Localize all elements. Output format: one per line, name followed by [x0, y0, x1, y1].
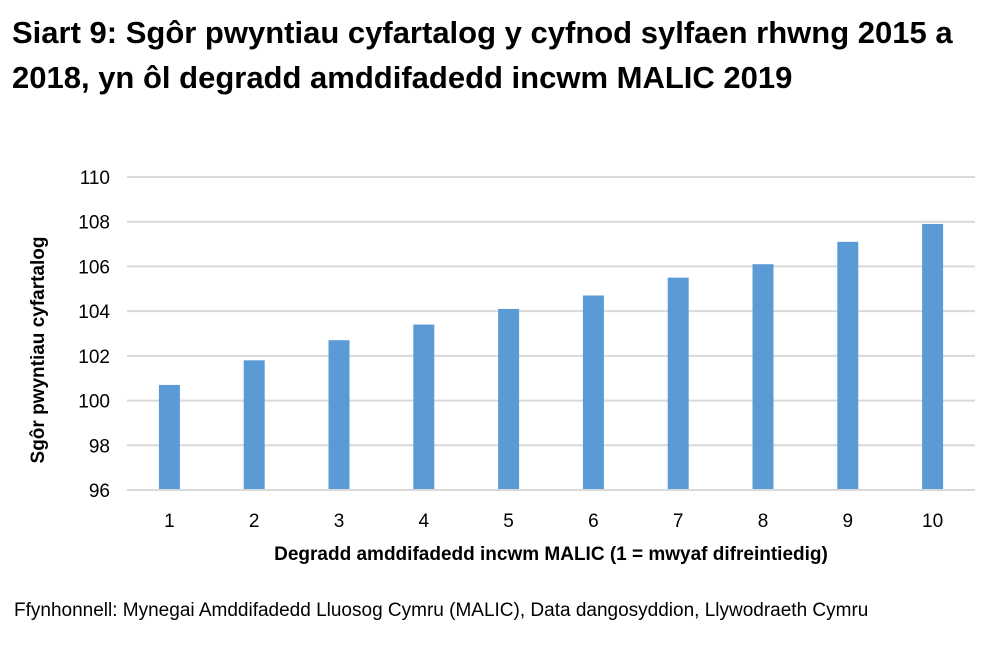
bar: [837, 241, 859, 489]
bar: [752, 264, 774, 489]
x-tick-label: 7: [673, 511, 684, 532]
x-tick-label: 4: [419, 511, 430, 532]
bar: [667, 277, 689, 489]
bar: [922, 223, 944, 489]
bar: [498, 308, 520, 489]
x-tick-label: 5: [503, 511, 514, 532]
y-axis-label: Sgôr pwyntiau cyfartalog: [28, 237, 49, 464]
x-tick-label: 8: [758, 511, 769, 532]
y-tick-label: 100: [78, 392, 110, 413]
bar: [413, 324, 435, 489]
x-tick-label: 2: [249, 511, 260, 532]
x-tick-label: 1: [164, 511, 175, 532]
y-tick-label: 98: [89, 436, 110, 457]
source-note: Ffynhonnell: Mynegai Amddifadedd Lluosog…: [14, 600, 869, 621]
y-tick-label: 102: [78, 347, 110, 368]
bar: [158, 384, 180, 489]
x-axis-label: Degradd amddifadedd incwm MALIC (1 = mwy…: [274, 544, 828, 565]
y-tick-label: 104: [78, 302, 110, 323]
x-tick-label: 9: [843, 511, 854, 532]
chart-title: Siart 9: Sgôr pwyntiau cyfartalog y cyfn…: [12, 15, 953, 95]
y-tick-label: 110: [80, 168, 110, 189]
x-tick-label: 6: [588, 511, 599, 532]
bar: [243, 360, 265, 489]
x-tick-label: 10: [922, 511, 943, 532]
y-tick-label: 96: [89, 481, 110, 502]
y-tick-label: 106: [78, 257, 110, 278]
y-tick-label: 108: [78, 213, 110, 234]
bar: [328, 340, 350, 489]
x-tick-label: 3: [334, 511, 345, 532]
bar: [582, 295, 604, 489]
